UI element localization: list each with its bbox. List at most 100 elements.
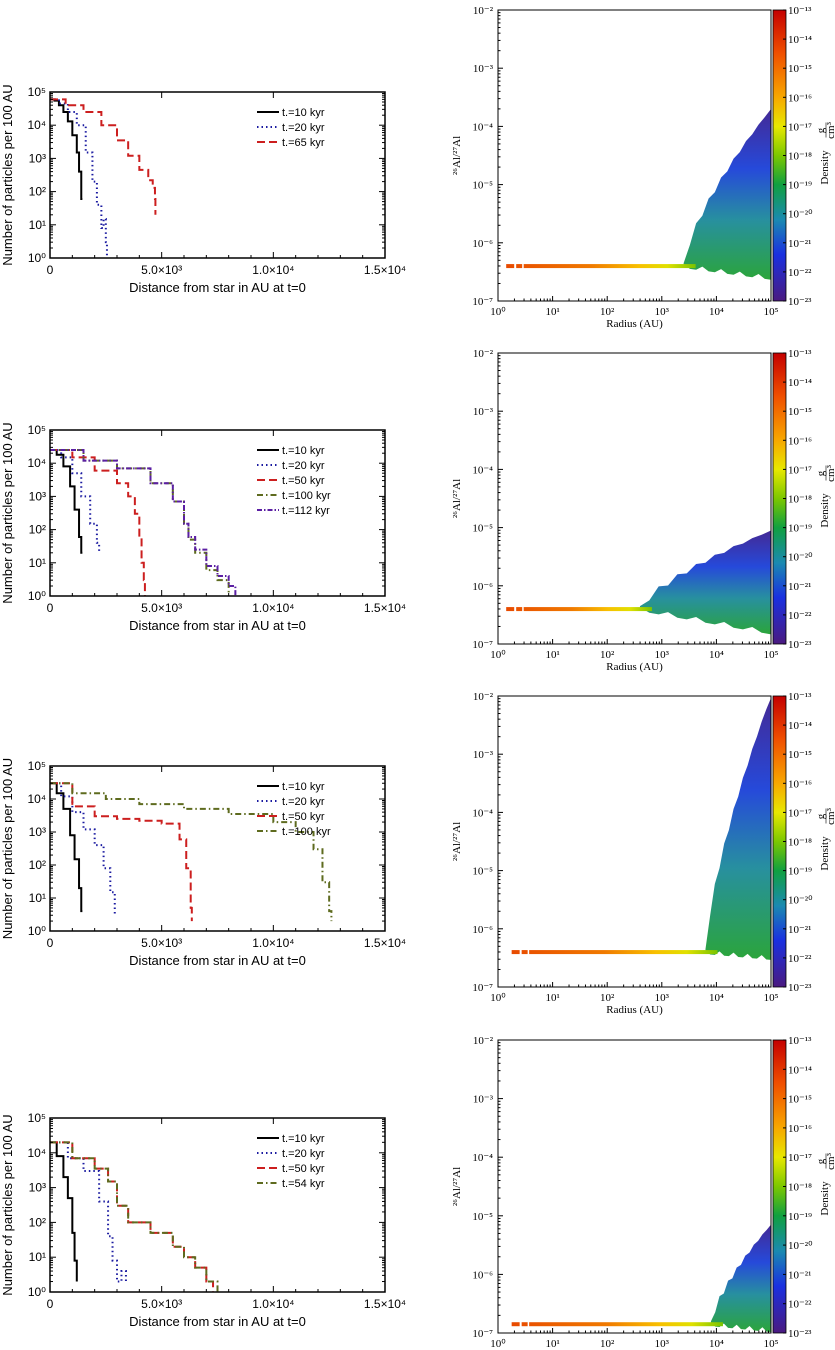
y-tick-label: 10⁵ — [28, 423, 46, 437]
colorbar-unit-denominator: cm³ — [825, 464, 835, 481]
colorbar-tick-label: 10⁻¹⁶ — [788, 92, 812, 104]
density-streak — [506, 264, 696, 269]
plot-frame — [497, 352, 772, 645]
y-tick-label: 10⁻⁶ — [472, 924, 493, 936]
density-plume — [639, 530, 771, 635]
x-axis-label: Radius (AU) — [606, 318, 663, 330]
density-plume — [705, 698, 771, 960]
x-tick-label: 0 — [47, 1297, 54, 1311]
y-tick-label: 10² — [29, 1215, 46, 1229]
plot-frame — [49, 765, 386, 932]
x-tick-label: 0 — [47, 936, 54, 950]
series-line — [50, 448, 101, 553]
y-tick-label: 10⁻³ — [473, 406, 494, 418]
colorbar-tick-label: 10⁻¹⁴ — [788, 1064, 812, 1076]
plot-frame — [49, 1117, 386, 1293]
streak-gap — [527, 1321, 530, 1327]
y-tick-label: 10⁻² — [473, 348, 494, 360]
colorbar-tick-label: 10⁻¹³ — [788, 1035, 812, 1047]
x-tick-label: 1.0×10⁴ — [252, 601, 294, 615]
colorbar-label-text: Density — [819, 493, 831, 528]
y-tick-label: 10⁻³ — [473, 63, 494, 75]
colorbar-tick-label: 10⁻¹³ — [788, 348, 812, 360]
plot-frame — [49, 91, 386, 259]
x-tick-label: 10⁵ — [764, 1338, 779, 1350]
x-tick-label: 1.5×10⁴ — [364, 1297, 406, 1311]
streak-gap — [514, 606, 517, 612]
y-tick-label: 10⁻⁶ — [472, 1269, 493, 1281]
y-tick-label: 10⁻⁷ — [472, 982, 493, 994]
colorbar-tick-label: 10⁻¹⁸ — [788, 1182, 812, 1194]
x-tick-label: 1.0×10⁴ — [252, 263, 294, 277]
colorbar-tick-label: 10⁻¹⁶ — [788, 1123, 812, 1135]
y-tick-label: 10⁻⁶ — [472, 581, 493, 593]
legend-label: t.=20 kyr — [282, 1148, 325, 1160]
y-tick-label: 10⁻⁶ — [472, 238, 493, 250]
colorbar-tick-label: 10⁻²² — [788, 610, 812, 622]
legend-label: t.=10 kyr — [282, 781, 325, 793]
colorbar-unit-numerator: g — [815, 127, 827, 133]
series-line — [50, 782, 193, 922]
y-tick-label: 10³ — [29, 489, 46, 503]
colorbar-tick-label: 10⁻²⁰ — [788, 1240, 813, 1252]
colorbar-tick-label: 10⁻²² — [788, 267, 812, 279]
y-tick-label: 10⁰ — [28, 251, 46, 265]
histogram-panel: 0 5.0×10³ 1.0×10⁴ 1.5×10⁴ 10⁰ 10¹ 10² 10³ 10⁴ 10⁵… — [0, 1111, 406, 1329]
y-tick-label: 10⁻⁴ — [472, 121, 493, 133]
legend-label: t.=65 kyr — [282, 137, 325, 149]
colorbar-unit-denominator: cm³ — [825, 121, 835, 138]
y-tick-label: 10⁻⁴ — [472, 464, 493, 476]
colorbar-tick-label: 10⁻¹⁵ — [788, 749, 812, 761]
series-line — [50, 782, 116, 916]
x-tick-label: 10³ — [655, 649, 670, 661]
x-tick-label: 10⁴ — [709, 1338, 724, 1350]
x-tick-label: 1.5×10⁴ — [364, 601, 406, 615]
colorbar-tick-label: 10⁻¹⁸ — [788, 151, 812, 163]
colorbar-unit-numerator: g — [815, 813, 827, 819]
heatmap-panel: 10⁰ 10¹ 10² 10³ 10⁴ 10⁵ 10⁻⁷ 10⁻⁶ 10⁻⁵ 10⁻⁴ 10⁻³ 10… — [451, 1035, 835, 1350]
colorbar-tick-label: 10⁻¹⁵ — [788, 63, 812, 75]
y-tick-label: 10⁻⁵ — [472, 866, 493, 878]
colorbar-tick-label: 10⁻¹⁴ — [788, 34, 812, 46]
series-line — [50, 98, 157, 215]
colorbar-tick-label: 10⁻¹⁷ — [788, 121, 812, 133]
y-tick-label: 10⁻² — [473, 691, 494, 703]
x-tick-label: 10⁵ — [764, 992, 779, 1004]
x-tick-label: 5.0×10³ — [141, 1297, 182, 1311]
colorbar-tick-label: 10⁻²¹ — [788, 924, 811, 936]
streak-gap — [519, 949, 522, 955]
x-tick-label: 10² — [600, 649, 615, 661]
colorbar-label-text: Density — [819, 1181, 831, 1216]
x-axis-label: Distance from star in AU at t=0 — [129, 953, 306, 968]
colorbar-tick-label: 10⁻¹³ — [788, 691, 812, 703]
legend-label: t.=20 kyr — [282, 796, 325, 808]
y-tick-label: 10⁻⁴ — [472, 1152, 493, 1164]
y-tick-label: 10⁵ — [28, 85, 46, 99]
y-tick-label: 10⁻⁷ — [472, 1328, 493, 1340]
density-plume — [710, 1224, 771, 1333]
colorbar-tick-label: 10⁻²⁰ — [788, 552, 813, 564]
plot-frame — [497, 695, 772, 988]
y-tick-label: 10⁵ — [28, 759, 46, 773]
x-tick-label: 10¹ — [545, 306, 559, 318]
density-plume — [683, 108, 771, 280]
colorbar-tick-label: 10⁻¹⁴ — [788, 720, 812, 732]
colorbar-tick-label: 10⁻¹⁷ — [788, 1152, 812, 1164]
x-tick-label: 5.0×10³ — [141, 601, 182, 615]
series-line — [50, 1141, 127, 1283]
colorbar-tick-label: 10⁻²³ — [788, 639, 812, 651]
x-tick-label: 10⁴ — [709, 992, 724, 1004]
y-tick-label: 10⁻² — [473, 5, 494, 17]
y-tick-label: 10⁻⁷ — [472, 639, 493, 651]
legend-label: t.=10 kyr — [282, 107, 325, 119]
x-tick-label: 10⁵ — [764, 649, 779, 661]
series-line — [50, 782, 83, 913]
y-tick-label: 10⁴ — [27, 1146, 46, 1160]
colorbar-tick-label: 10⁻²¹ — [788, 1269, 811, 1281]
y-tick-label: 10⁵ — [28, 1111, 46, 1125]
y-tick-label: 10⁰ — [28, 1285, 46, 1299]
y-tick-label: 10⁻² — [473, 1035, 494, 1047]
y-tick-label: 10⁴ — [27, 456, 46, 470]
